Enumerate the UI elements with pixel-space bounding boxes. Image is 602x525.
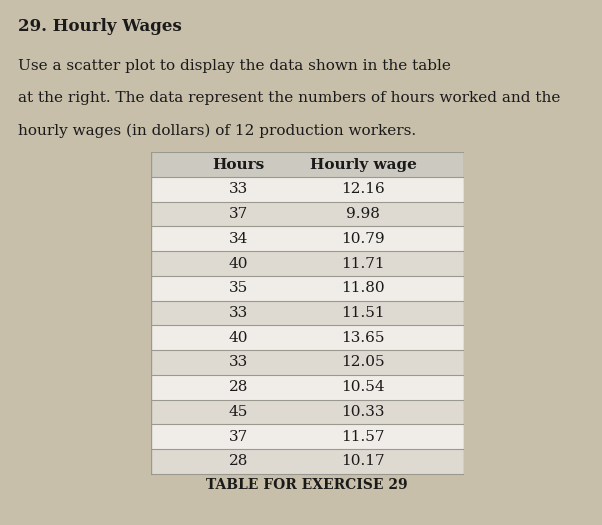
Text: 10.33: 10.33	[341, 405, 385, 419]
Text: 28: 28	[229, 454, 248, 468]
Text: 10.79: 10.79	[341, 232, 385, 246]
Text: Use a scatter plot to display the data shown in the table: Use a scatter plot to display the data s…	[18, 59, 451, 73]
Text: 11.57: 11.57	[341, 429, 385, 444]
Text: 33: 33	[229, 355, 248, 370]
Text: 40: 40	[228, 331, 248, 345]
Text: 28: 28	[229, 380, 248, 394]
Bar	[150, 449, 464, 474]
Text: 35: 35	[229, 281, 248, 295]
Bar	[150, 400, 464, 424]
Text: 45: 45	[229, 405, 248, 419]
Bar	[150, 350, 464, 375]
Text: 9.98: 9.98	[346, 207, 380, 221]
Bar	[150, 301, 464, 326]
Bar	[150, 375, 464, 400]
Text: 13.65: 13.65	[341, 331, 385, 345]
Bar	[150, 152, 464, 177]
Bar	[150, 251, 464, 276]
Text: 10.17: 10.17	[341, 454, 385, 468]
Text: Hourly wage: Hourly wage	[310, 158, 417, 172]
Text: 29. Hourly Wages: 29. Hourly Wages	[18, 18, 182, 35]
Text: 11.80: 11.80	[341, 281, 385, 295]
Bar	[150, 226, 464, 251]
Text: 37: 37	[229, 207, 248, 221]
Text: 10.54: 10.54	[341, 380, 385, 394]
Text: TABLE FOR EXERCISE 29: TABLE FOR EXERCISE 29	[206, 478, 408, 492]
Bar	[150, 326, 464, 350]
Text: 40: 40	[228, 257, 248, 270]
Bar	[150, 177, 464, 202]
Text: 11.51: 11.51	[341, 306, 385, 320]
Text: 34: 34	[229, 232, 248, 246]
Text: hourly wages (in dollars) of 12 production workers.: hourly wages (in dollars) of 12 producti…	[18, 123, 416, 138]
Text: 11.71: 11.71	[341, 257, 385, 270]
Text: 33: 33	[229, 306, 248, 320]
Bar	[150, 424, 464, 449]
Text: 12.05: 12.05	[341, 355, 385, 370]
Bar	[150, 276, 464, 301]
Text: at the right. The data represent the numbers of hours worked and the: at the right. The data represent the num…	[18, 91, 560, 105]
Bar	[150, 202, 464, 226]
Text: 33: 33	[229, 182, 248, 196]
Text: Hours: Hours	[212, 158, 264, 172]
Text: 12.16: 12.16	[341, 182, 385, 196]
Text: 37: 37	[229, 429, 248, 444]
